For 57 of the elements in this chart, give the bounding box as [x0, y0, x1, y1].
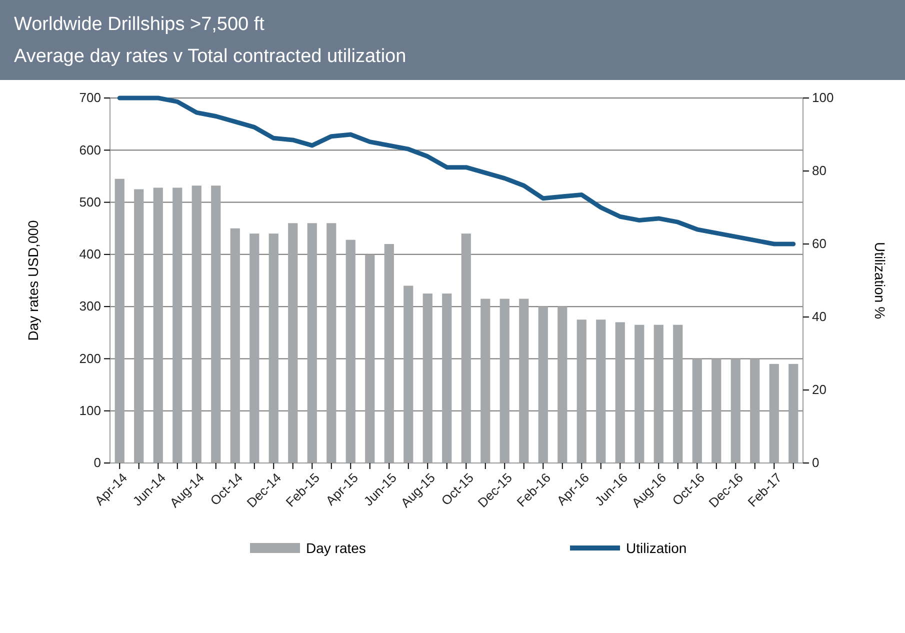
- bar: [442, 294, 452, 463]
- y2-tick-label: 0: [812, 455, 820, 470]
- y-tick-label: 300: [79, 298, 101, 314]
- bar: [211, 186, 221, 463]
- bar: [712, 358, 722, 463]
- bar: [268, 234, 278, 463]
- bar: [326, 223, 336, 463]
- bar: [288, 223, 298, 463]
- y-tick-label: 500: [79, 194, 101, 210]
- y2-tick-label: 100: [812, 90, 834, 106]
- bar: [230, 228, 240, 463]
- y2-tick-label: 60: [812, 236, 826, 252]
- bar: [365, 254, 375, 463]
- bar: [153, 188, 163, 463]
- bar: [596, 320, 606, 463]
- bar: [519, 298, 529, 463]
- bar: [634, 324, 644, 463]
- y-tick-label: 100: [79, 403, 101, 418]
- bar: [307, 223, 317, 463]
- y-axis-title: Day rates USD,000: [25, 220, 41, 341]
- bar: [673, 324, 683, 463]
- y-tick-label: 0: [94, 455, 101, 470]
- legend-label: Day rates: [306, 540, 366, 556]
- bar: [346, 240, 356, 463]
- bar: [654, 324, 664, 463]
- bar: [692, 358, 702, 463]
- bar: [788, 364, 798, 463]
- bar: [769, 364, 779, 463]
- y2-tick-label: 80: [812, 163, 826, 178]
- bar: [384, 244, 394, 463]
- chart-title: Worldwide Drillships >7,500 ft: [14, 14, 266, 35]
- bar: [750, 358, 760, 463]
- line-series: [117, 96, 796, 246]
- bar: [172, 188, 182, 463]
- bar: [538, 306, 548, 463]
- bar: [730, 358, 740, 463]
- y-tick-label: 400: [79, 246, 101, 262]
- bar: [134, 189, 144, 463]
- y2-tick-label: 20: [812, 382, 826, 398]
- bar: [422, 294, 432, 463]
- bar: [558, 306, 568, 463]
- bar: [480, 298, 490, 463]
- bar: [500, 298, 510, 463]
- bar: [576, 320, 586, 463]
- bar: [461, 234, 471, 463]
- bar: [250, 234, 260, 463]
- y2-axis-title: Utilization %: [872, 242, 888, 320]
- y-tick-label: 600: [79, 142, 101, 158]
- bar: [404, 286, 414, 463]
- chart-subtitle: Average day rates v Total contracted utilization: [14, 46, 406, 67]
- bar: [615, 322, 625, 463]
- bar: [114, 178, 124, 463]
- y-tick-label: 700: [79, 90, 101, 106]
- bar: [192, 186, 202, 463]
- legend-label: Utilization: [626, 540, 687, 556]
- y-tick-label: 200: [79, 350, 101, 366]
- y2-tick-label: 40: [812, 309, 826, 324]
